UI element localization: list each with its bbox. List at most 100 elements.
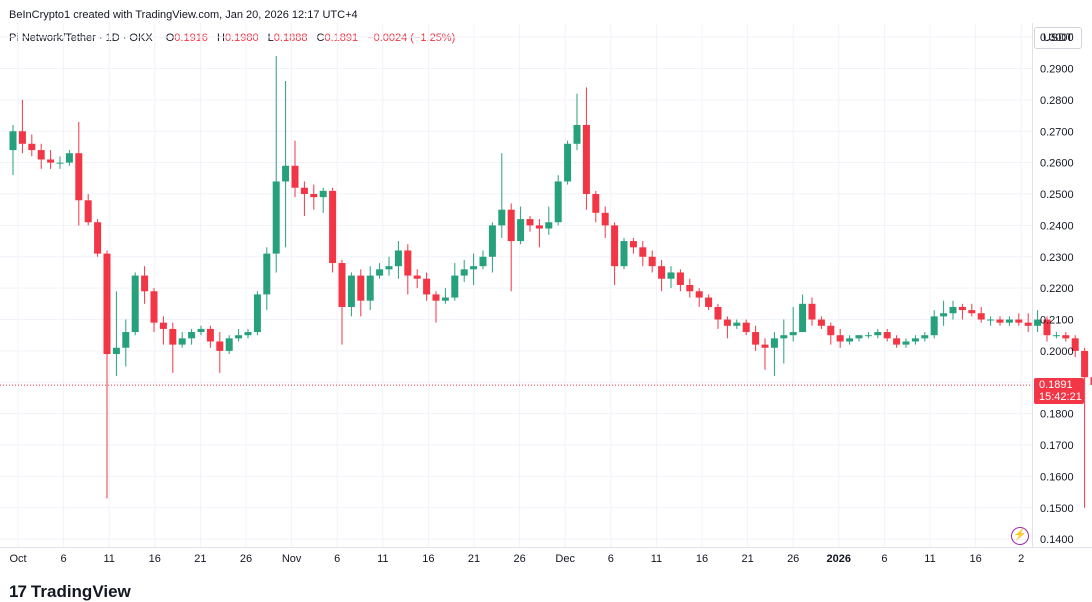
candle-body	[564, 143, 572, 182]
candle-body	[1034, 319, 1042, 326]
candle-body	[18, 131, 26, 144]
candle	[56, 156, 64, 169]
candle-body	[987, 319, 995, 321]
candle	[911, 335, 919, 345]
candle	[413, 269, 421, 289]
y-tick-label: 0.3000	[1040, 32, 1074, 44]
candle-body	[47, 159, 55, 163]
candles	[9, 55, 1092, 508]
candle-body	[902, 341, 910, 345]
candle	[846, 335, 854, 345]
candle	[451, 263, 459, 301]
candle-body	[394, 250, 402, 267]
candle-body	[968, 310, 976, 314]
candle-body	[282, 165, 290, 182]
candle-body	[488, 225, 496, 257]
candle	[667, 266, 675, 289]
candle	[357, 269, 365, 317]
candle-body	[451, 275, 459, 298]
candle	[150, 288, 158, 333]
candle	[761, 338, 769, 370]
candle-body	[263, 253, 271, 295]
y-tick-label: 0.1400	[1040, 534, 1074, 546]
candle-body	[28, 143, 36, 151]
candle-body	[629, 241, 637, 248]
candle	[244, 328, 252, 339]
candle	[84, 194, 92, 226]
price-axis: 0.3000 0.2900 0.2800 0.2700 0.2600 0.2500 0.24…	[1040, 32, 1074, 546]
candle	[169, 322, 177, 373]
candle	[752, 325, 760, 351]
candle-body	[592, 194, 600, 213]
candle-body	[855, 335, 863, 339]
y-tick-label: 0.1700	[1040, 440, 1074, 452]
candle	[291, 140, 299, 198]
x-tick-label: 26	[513, 553, 525, 565]
candle	[225, 335, 233, 355]
close-label: C	[316, 32, 325, 44]
candle-body	[1062, 335, 1070, 339]
candle	[573, 93, 581, 151]
candle-body	[300, 187, 308, 195]
currency-selector[interactable]: USDT	[1034, 27, 1082, 49]
candle	[874, 328, 882, 339]
candle	[949, 300, 957, 320]
y-tick-label: 0.2100	[1040, 315, 1074, 327]
candle	[864, 332, 872, 339]
candle	[789, 306, 797, 342]
candle-body	[535, 225, 543, 229]
symbol-label[interactable]: Pi Network/Tether · 1D · OKX	[9, 32, 153, 44]
candle	[112, 291, 120, 376]
candle-body	[65, 153, 73, 163]
candle-body	[460, 269, 468, 276]
change-value: −0.0024 (−1.25%)	[367, 32, 456, 44]
candle	[272, 55, 280, 273]
candle	[310, 184, 318, 210]
candle	[799, 294, 807, 333]
candle-body	[131, 275, 139, 333]
candle	[620, 237, 628, 270]
candle-body	[723, 319, 731, 326]
candle	[723, 316, 731, 339]
candle	[75, 121, 83, 226]
candle	[178, 332, 186, 348]
candle-body	[611, 225, 619, 267]
candle-body	[601, 212, 609, 226]
candle-body	[846, 338, 854, 342]
candle	[817, 316, 825, 329]
candle	[460, 259, 468, 282]
candle-body	[582, 124, 590, 195]
candle	[601, 206, 609, 238]
candle	[282, 81, 290, 248]
candle-body	[817, 319, 825, 326]
y-tick-label: 0.2800	[1040, 95, 1074, 107]
x-tick-label: 26	[787, 553, 799, 565]
candle-body	[103, 253, 111, 355]
candle-body	[1090, 377, 1092, 386]
candle	[300, 181, 308, 216]
y-tick-label: 0.2900	[1040, 63, 1074, 75]
candle	[705, 294, 713, 311]
candle	[827, 322, 835, 345]
x-tick-label: 2	[1018, 553, 1024, 565]
candle	[141, 266, 149, 304]
candle-body	[658, 266, 666, 279]
candle	[347, 272, 355, 317]
candle-body	[761, 344, 769, 348]
candle-body	[667, 272, 675, 279]
candle	[94, 219, 102, 257]
candle-body	[554, 181, 562, 223]
candle-body	[141, 275, 149, 292]
candle-body	[620, 241, 628, 267]
candle	[968, 303, 976, 317]
candle-body	[159, 322, 167, 329]
y-tick-label: 0.1500	[1040, 503, 1074, 515]
candle-body	[112, 347, 120, 355]
candle	[28, 134, 36, 157]
candle-body	[385, 266, 393, 270]
open-label: O	[165, 32, 175, 44]
candle	[1090, 377, 1092, 386]
candle-body	[178, 338, 186, 345]
lightning-icon[interactable]: ⚡	[1011, 527, 1029, 545]
